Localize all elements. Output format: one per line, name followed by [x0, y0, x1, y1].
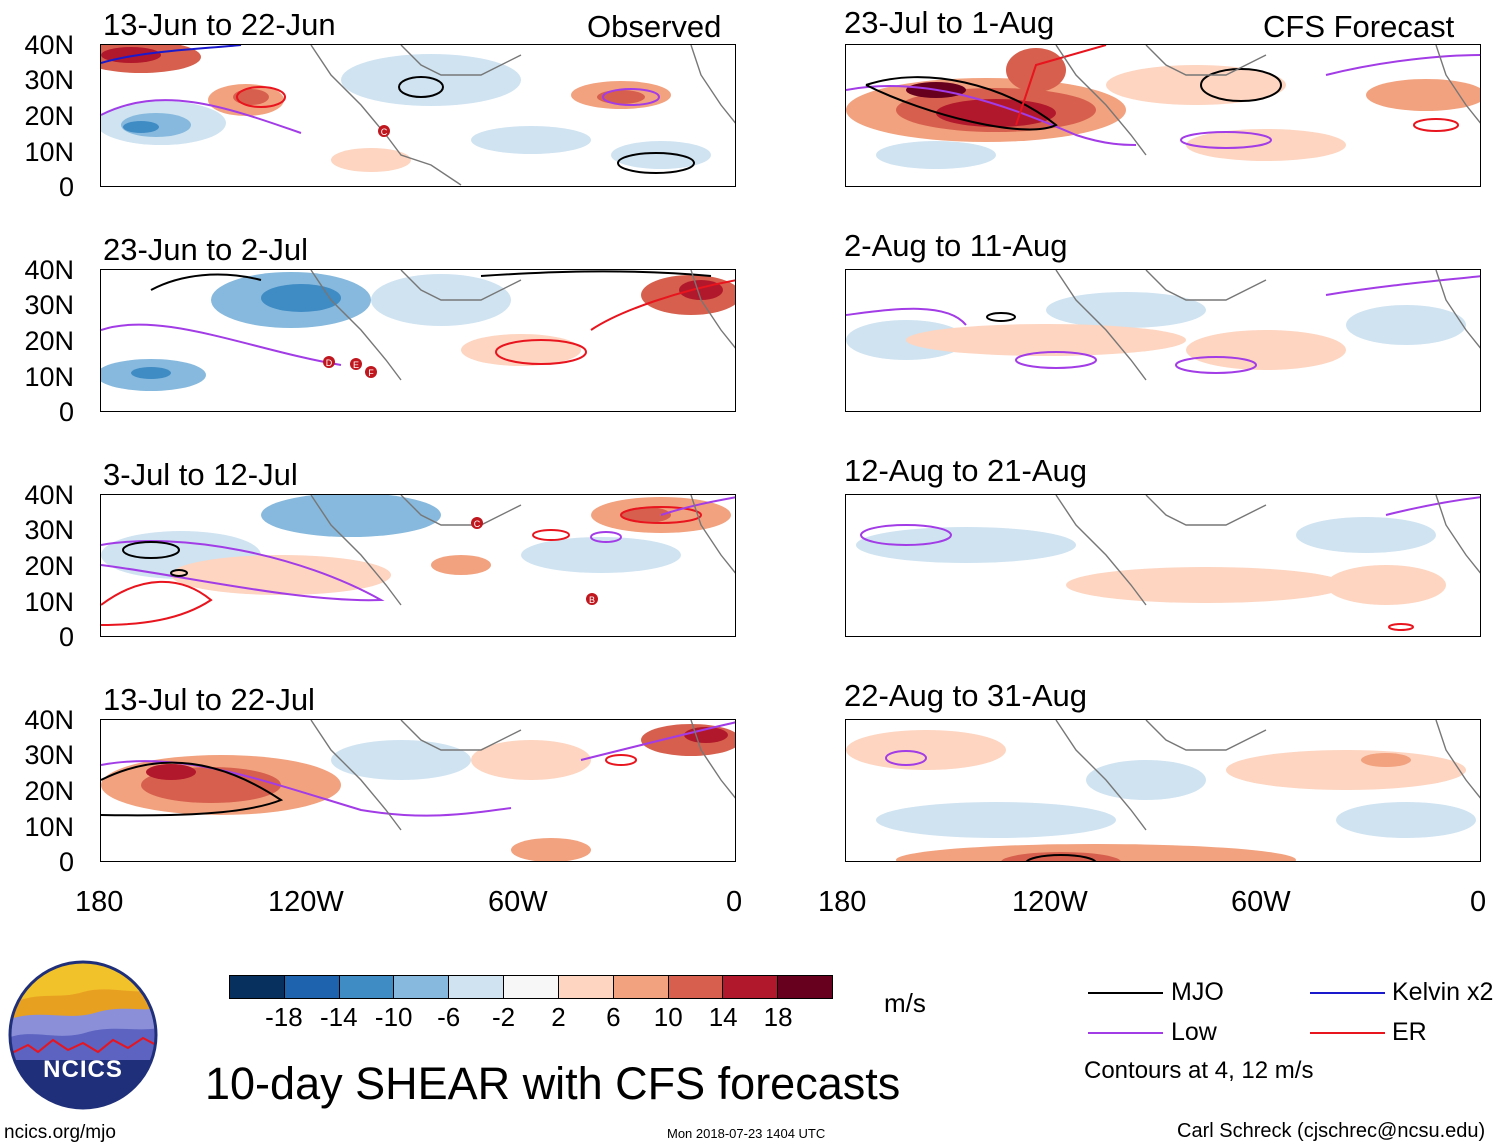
lat-tick-30n: 30N — [24, 290, 74, 320]
lat-tick-0: 0 — [58, 847, 74, 877]
storm-letter: E — [353, 360, 359, 370]
lat-tick-20n: 20N — [24, 101, 74, 131]
legend-swatch-mjo — [1088, 992, 1163, 994]
legend-label-kelvin: Kelvin x2 — [1392, 978, 1494, 1006]
ncics-logo: NCICS — [8, 960, 158, 1110]
colorbar-tick-label: -14 — [320, 1002, 358, 1032]
lat-tick-0: 0 — [58, 172, 74, 202]
lat-tick-0: 0 — [58, 622, 74, 652]
legend-swatch-er — [1310, 1032, 1385, 1034]
footer-credit: Carl Schreck (cjschrec@ncsu.edu) — [1177, 1120, 1486, 1142]
legend-label-low: Low — [1171, 1018, 1217, 1046]
storm-marker — [350, 358, 362, 370]
colorbar-tick-label: 2 — [551, 1002, 566, 1032]
lon-tick-180-obs: 180 — [75, 886, 124, 918]
panel-title-obs-1: 13-Jun to 22-Jun — [103, 7, 336, 42]
main-title: 10-day SHEAR with CFS forecasts — [205, 1058, 901, 1109]
lon-tick-60w-fcst: 60W — [1231, 886, 1291, 918]
lat-tick-20n: 20N — [24, 326, 74, 356]
colorbar-tick-label: 10 — [653, 1002, 683, 1032]
panel-title-obs-2: 23-Jun to 2-Jul — [103, 232, 309, 267]
forecast-label: CFS Forecast — [1263, 9, 1455, 44]
map-panel-fcst-1 — [845, 44, 1481, 187]
footer-timestamp: Mon 2018-07-23 1404 UTC — [667, 1126, 826, 1141]
colorbar-tick-label: -2 — [491, 1002, 516, 1032]
map-panel-obs-1: C — [100, 44, 736, 187]
legend-label-mjo: MJO — [1171, 978, 1224, 1006]
storm-letter: F — [368, 368, 374, 378]
colorbar — [229, 975, 833, 999]
footer-url: ncics.org/mjo — [4, 1122, 116, 1143]
lon-tick-60w-obs: 60W — [488, 886, 548, 918]
colorbar-swatch — [723, 976, 779, 998]
lat-tick-40n: 40N — [24, 480, 74, 510]
panel-title-fcst-1: 23-Jul to 1-Aug — [844, 5, 1055, 40]
lon-tick-120w-fcst: 120W — [1012, 886, 1088, 918]
colorbar-swatch — [778, 976, 832, 998]
legend-label-er: ER — [1392, 1018, 1427, 1046]
observed-label: Observed — [587, 9, 722, 44]
panel-title-obs-4: 13-Jul to 22-Jul — [103, 682, 315, 717]
lat-tick-10n: 10N — [24, 812, 74, 842]
lat-tick-30n: 30N — [24, 65, 74, 95]
lat-tick-10n: 10N — [24, 362, 74, 392]
lat-tick-10n: 10N — [24, 587, 74, 617]
colorbar-tick-label: -6 — [437, 1002, 461, 1032]
colorbar-swatch — [613, 976, 669, 998]
colorbar-tick-label: -18 — [265, 1002, 303, 1032]
lat-tick-30n: 30N — [24, 515, 74, 545]
storm-marker — [323, 356, 335, 368]
lon-tick-0-fcst: 0 — [1470, 886, 1487, 918]
lon-tick-0-obs: 0 — [726, 886, 743, 918]
colorbar-swatch — [449, 976, 505, 998]
lat-tick-40n: 40N — [24, 30, 74, 60]
panel-title-fcst-3: 12-Aug to 21-Aug — [844, 453, 1088, 488]
colorbar-tick-label: 18 — [763, 1002, 793, 1032]
legend-swatch-low — [1088, 1032, 1163, 1034]
map-panel-fcst-3 — [845, 494, 1481, 637]
colorbar-swatch — [558, 976, 614, 998]
colorbar-swatch — [230, 976, 285, 998]
storm-letter: B — [589, 595, 595, 605]
ncics-logo-text: NCICS — [43, 1056, 123, 1083]
storm-marker — [471, 517, 483, 529]
colorbar-units: m/s — [884, 988, 926, 1018]
storm-letter: C — [474, 519, 481, 529]
storm-marker — [586, 593, 598, 605]
map-panel-fcst-2 — [845, 269, 1481, 412]
lat-tick-30n: 30N — [24, 740, 74, 770]
lat-tick-40n: 40N — [24, 705, 74, 735]
colorbar-swatch — [284, 976, 340, 998]
legend-swatch-kelvin — [1310, 992, 1385, 994]
lat-tick-20n: 20N — [24, 551, 74, 581]
map-panel-fcst-4 — [845, 719, 1481, 862]
lat-tick-40n: 40N — [24, 255, 74, 285]
panel-title-obs-3: 3-Jul to 12-Jul — [103, 457, 298, 492]
storm-letter: C — [381, 127, 388, 137]
storm-marker — [378, 125, 390, 137]
lat-tick-10n: 10N — [24, 137, 74, 167]
colorbar-tick-label: 14 — [708, 1002, 738, 1032]
lon-tick-120w-obs: 120W — [268, 886, 344, 918]
lon-tick-180-fcst: 180 — [818, 886, 867, 918]
map-panel-obs-4 — [100, 719, 736, 862]
map-panel-obs-2: D E F — [100, 269, 736, 412]
panel-title-fcst-4: 22-Aug to 31-Aug — [844, 678, 1088, 713]
colorbar-swatch — [668, 976, 724, 998]
lat-tick-20n: 20N — [24, 776, 74, 806]
colorbar-tick-label: -10 — [374, 1002, 413, 1032]
lat-tick-0: 0 — [58, 397, 74, 427]
colorbar-swatch — [339, 976, 395, 998]
contour-note: Contours at 4, 12 m/s — [1084, 1057, 1314, 1084]
colorbar-swatch — [394, 976, 450, 998]
storm-marker — [365, 366, 377, 378]
map-panel-obs-3: C B — [100, 494, 736, 637]
panel-title-fcst-2: 2-Aug to 11-Aug — [844, 228, 1068, 263]
colorbar-swatch — [504, 976, 559, 998]
storm-letter: D — [326, 358, 333, 368]
colorbar-tick-label: 6 — [606, 1002, 621, 1032]
